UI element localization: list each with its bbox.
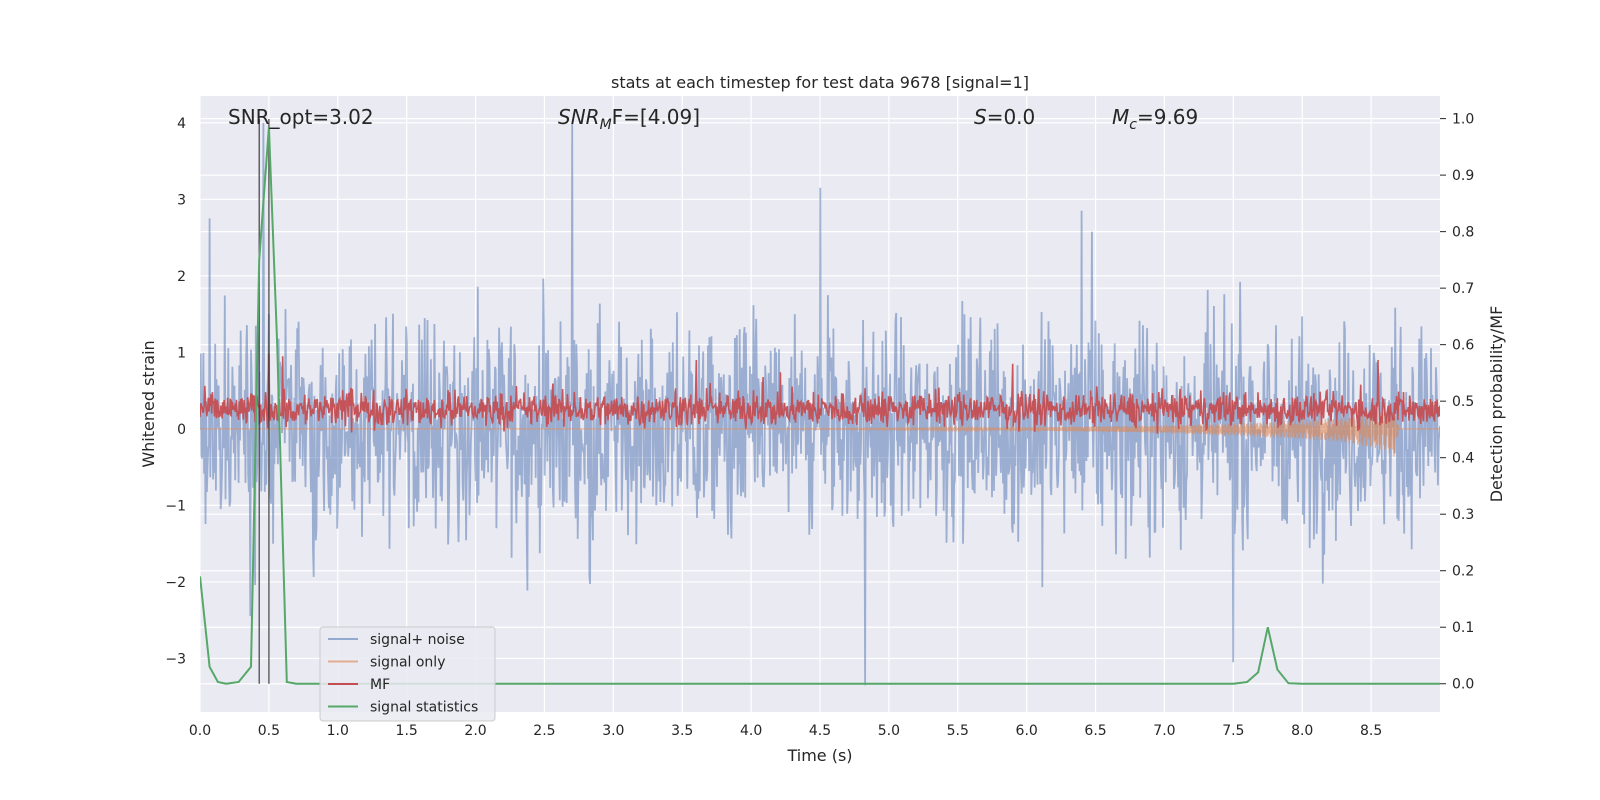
y-tick-label-right: 0.3 <box>1452 507 1474 523</box>
legend-label: signal statistics <box>370 700 478 716</box>
y-tick-label-right: 0.5 <box>1452 394 1474 410</box>
y-tick-label-right: 0.6 <box>1452 338 1474 354</box>
x-tick-label: 6.5 <box>1084 723 1106 739</box>
x-tick-label: 7.0 <box>1153 723 1175 739</box>
ticks: 0.0 0.5 1.0 1.5 2.0 2.5 3.0 3.5 4.0 4.5 5.0 5.5 6.0 6… <box>165 112 1474 739</box>
mc-variable: M <box>1112 105 1129 129</box>
legend-label: MF <box>370 677 390 693</box>
x-tick-label: 0.5 <box>258 723 280 739</box>
y-tick-label-right: 0.2 <box>1452 564 1474 580</box>
annotation-snr-mf: SNRMF=[4.09] <box>558 105 700 133</box>
x-tick-label: 3.0 <box>602 723 624 739</box>
x-tick-label: 2.0 <box>464 723 486 739</box>
x-tick-label: 7.5 <box>1222 723 1244 739</box>
x-tick-label: 2.5 <box>533 723 555 739</box>
y-tick-label-right: 0.1 <box>1452 620 1474 636</box>
snr-mf-prefix: SNR <box>558 105 600 129</box>
chart-title: stats at each timestep for test data 967… <box>611 73 1029 92</box>
y-tick-label-right: 0.4 <box>1452 451 1474 467</box>
x-tick-label: 5.0 <box>878 723 900 739</box>
y-axis-label-right: Detection probability/MF <box>1487 306 1506 503</box>
mc-subscript: c <box>1129 117 1137 133</box>
legend-label: signal+ noise <box>370 632 465 648</box>
y-tick-label-left: −2 <box>165 575 186 591</box>
x-tick-label: 0.0 <box>189 723 211 739</box>
y-tick-label-left: 4 <box>177 116 186 132</box>
series-mf <box>200 353 1440 434</box>
x-tick-label: 5.5 <box>947 723 969 739</box>
annotation-mc: Mc=9.69 <box>1112 105 1198 133</box>
legend: signal+ noise signal only MF signal statist… <box>319 626 496 722</box>
y-tick-label-right: 0.8 <box>1452 225 1474 241</box>
x-tick-label: 3.5 <box>671 723 693 739</box>
x-tick-label: 1.0 <box>327 723 349 739</box>
snr-mf-subscript: M <box>600 117 612 133</box>
x-tick-label: 8.0 <box>1291 723 1313 739</box>
snr-mf-suffix: F=[4.09] <box>612 105 700 129</box>
annotation-s: S=0.0 <box>974 105 1035 129</box>
series-signal-noise <box>200 122 1440 686</box>
series-signal-statistics <box>200 127 1440 685</box>
mc-value: =9.69 <box>1137 105 1198 129</box>
annotation-snr-opt: SNR_opt=3.02 <box>228 105 374 129</box>
x-tick-label: 4.0 <box>740 723 762 739</box>
legend-box <box>319 626 496 722</box>
y-tick-label-right: 1.0 <box>1452 112 1474 128</box>
y-tick-label-right: 0.0 <box>1452 677 1474 693</box>
x-tick-label: 8.5 <box>1360 723 1382 739</box>
y-tick-label-left: 0 <box>177 422 186 438</box>
y-tick-label-left: 1 <box>177 345 186 361</box>
series-layer <box>200 118 1440 686</box>
x-tick-label: 1.5 <box>396 723 418 739</box>
y-tick-label-left: 3 <box>177 192 186 208</box>
y-tick-label-left: 2 <box>177 269 186 285</box>
y-tick-label-left: −3 <box>165 651 186 667</box>
x-tick-label: 4.5 <box>809 723 831 739</box>
y-axis-label-left: Whitened strain <box>139 340 158 467</box>
x-tick-label: 6.0 <box>1016 723 1038 739</box>
y-tick-label-right: 0.7 <box>1452 281 1474 297</box>
x-axis-label: Time (s) <box>786 746 852 765</box>
s-variable: S <box>974 105 987 129</box>
legend-label: signal only <box>370 655 445 671</box>
y-tick-label-right: 0.9 <box>1452 168 1474 184</box>
y-tick-label-left: −1 <box>165 498 186 514</box>
series-signal-only <box>200 406 1440 457</box>
s-value: =0.0 <box>987 105 1036 129</box>
